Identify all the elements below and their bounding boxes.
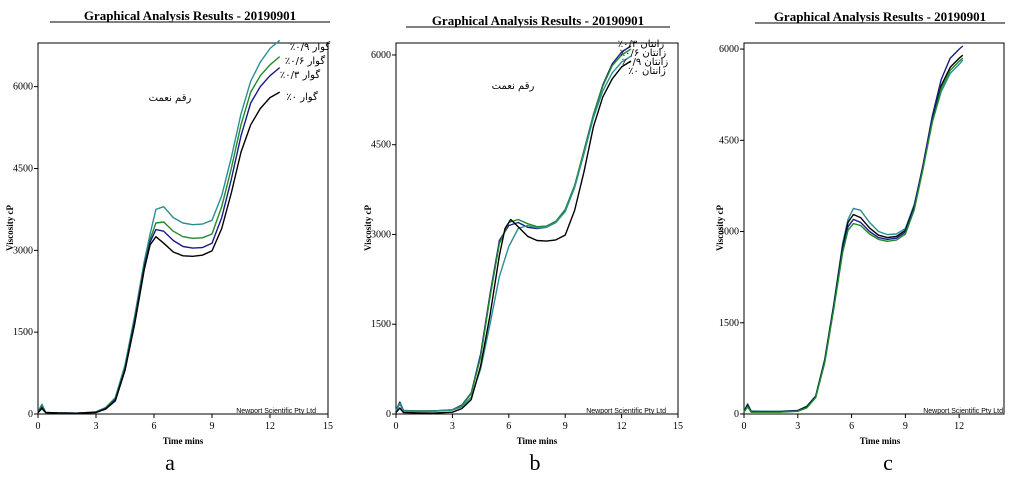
- panel-letter: c: [883, 450, 893, 475]
- series-legend: زانتان ۰/۳٪ زانتان ۰/۶٪ زانتان ۰/۹٪ زانت…: [618, 39, 669, 77]
- y-tick-label: 1500: [371, 319, 391, 330]
- y-tick-label: 0: [28, 409, 33, 420]
- y-tick-label: 3000: [13, 245, 33, 256]
- x-tick-label: 9: [563, 421, 568, 432]
- x-tick-label: 15: [323, 421, 333, 432]
- y-axis-label: Viscosity cP: [5, 205, 15, 251]
- plot-frame: [37, 42, 329, 415]
- y-tick-label: 4500: [371, 140, 391, 151]
- series-line: [395, 48, 632, 412]
- x-tick-label: 3: [795, 421, 800, 432]
- series-line: [37, 67, 281, 414]
- series-line: [395, 45, 632, 412]
- legend-label: زانتان ۰/۶٪: [620, 48, 667, 59]
- axis-ticks: 0 3 6 9 12 15 0 1500 3000 4500 6000: [13, 82, 333, 432]
- series-line: [37, 56, 281, 414]
- legend-label: گوار ۰/۳٪: [280, 69, 320, 81]
- chart-title: Graphical Analysis Results - 20190901: [84, 8, 296, 23]
- x-tick-label: 3: [94, 421, 99, 432]
- y-tick-label: 6000: [13, 82, 33, 93]
- sample-annotation: رقم نعمت: [149, 93, 192, 104]
- credit-text: Newport Scientific Pty Ltd: [236, 408, 316, 415]
- chart-panel-b: Graphical Analysis Results - 20190901 0 3…: [363, 13, 683, 475]
- x-tick-label: 3: [450, 421, 455, 432]
- y-tick-label: 6000: [719, 44, 739, 55]
- x-tick-label: 6: [152, 421, 157, 432]
- credit-text: Newport Scientific Pty Ltd: [923, 408, 1003, 415]
- chart-title: Graphical Analysis Results - 20190901: [432, 13, 644, 28]
- x-tick-label: 0: [36, 421, 41, 432]
- y-tick-label: 0: [734, 409, 739, 420]
- x-axis-label: Time mins: [517, 436, 558, 446]
- x-tick-label: 6: [849, 421, 854, 432]
- x-tick-label: 0: [394, 421, 399, 432]
- x-tick-label: 12: [954, 421, 964, 432]
- legend-label: گوار ۰٪: [286, 91, 318, 103]
- series-line: [743, 54, 964, 413]
- axis-ticks: 0 3 6 9 12 15 0 1500 3000 4500 6000: [371, 50, 683, 432]
- x-tick-label: 15: [673, 421, 683, 432]
- series-line: [37, 91, 281, 414]
- legend-label: زانتان ۰٪: [628, 66, 666, 77]
- y-tick-label: 3000: [719, 227, 739, 238]
- chart-panel-a: Graphical Analysis Results - 20190901 0 3…: [5, 8, 333, 475]
- series-lines: [743, 45, 964, 413]
- x-tick-label: 0: [742, 421, 747, 432]
- y-tick-label: 3000: [371, 229, 391, 240]
- legend-label: زانتان ۰/۳٪: [618, 39, 665, 50]
- series-line: [395, 60, 632, 414]
- panel-letter: a: [165, 450, 175, 475]
- y-axis-label: Viscosity cP: [715, 205, 725, 251]
- series-line: [743, 45, 964, 413]
- series-line: [395, 55, 632, 412]
- plot-frame: [743, 42, 1005, 415]
- panel-letter: b: [530, 450, 541, 475]
- series-lines: [37, 39, 281, 414]
- y-tick-label: 1500: [13, 327, 33, 338]
- y-tick-label: 0: [386, 409, 391, 420]
- credit-text: Newport Scientific Pty Ltd: [586, 408, 666, 415]
- legend-label: گوار ۰/۹٪: [290, 41, 330, 53]
- chart-panel-c: Graphical Analysis Results - 20190901 0 3…: [715, 9, 1005, 475]
- plot-frame: [395, 42, 679, 415]
- x-tick-label: 12: [265, 421, 275, 432]
- y-tick-label: 4500: [13, 163, 33, 174]
- x-axis-label: Time mins: [860, 436, 901, 446]
- x-tick-label: 6: [506, 421, 511, 432]
- axis-ticks: 0 3 6 9 12 0 1500 3000 4500 6000: [719, 44, 964, 432]
- x-tick-label: 9: [903, 421, 908, 432]
- x-tick-label: 12: [617, 421, 627, 432]
- y-tick-label: 4500: [719, 135, 739, 146]
- legend-label: زانتان ۰/۹٪: [622, 57, 669, 68]
- y-tick-label: 1500: [719, 318, 739, 329]
- x-tick-label: 9: [210, 421, 215, 432]
- chart-title: Graphical Analysis Results - 20190901: [774, 9, 986, 24]
- sample-annotation: رقم نعمت: [492, 81, 535, 92]
- series-line: [743, 59, 964, 412]
- x-axis-label: Time mins: [163, 436, 204, 446]
- series-legend: گوار ۰/۹٪ گوار ۰/۶٪ گوار ۰/۳٪ گوار ۰٪: [280, 41, 330, 103]
- y-axis-label: Viscosity cP: [363, 205, 373, 251]
- legend-label: گوار ۰/۶٪: [285, 55, 325, 67]
- series-lines: [395, 45, 632, 414]
- series-line: [743, 57, 964, 413]
- y-tick-label: 6000: [371, 50, 391, 61]
